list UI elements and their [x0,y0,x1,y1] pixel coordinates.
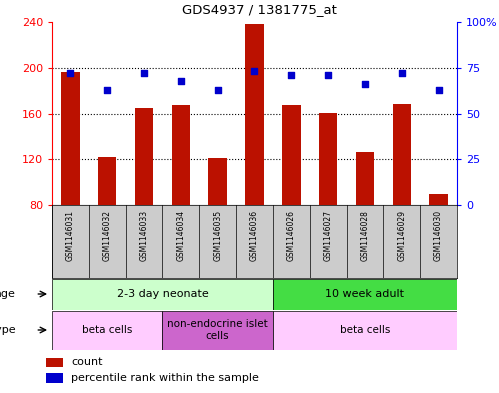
Text: cell type: cell type [0,325,15,335]
Bar [273,310,457,349]
Text: GSM1146026: GSM1146026 [287,210,296,261]
Bar [393,105,411,205]
Text: 2-3 day neonate: 2-3 day neonate [117,289,208,299]
Text: GSM1146035: GSM1146035 [213,210,222,261]
Text: percentile rank within the sample: percentile rank within the sample [71,373,259,383]
Point [66,70,74,76]
Text: non-endocrine islet
cells: non-endocrine islet cells [167,319,268,341]
Point [435,86,443,93]
Bar [172,105,190,205]
Text: beta cells: beta cells [340,325,390,335]
Bar [246,24,263,205]
Bar [319,114,337,205]
Bar [46,373,63,382]
Point [214,86,222,93]
Bar [135,108,153,205]
Text: GSM1146032: GSM1146032 [103,210,112,261]
Text: GSM1146028: GSM1146028 [360,210,369,261]
Bar [46,358,63,367]
Bar [273,279,457,310]
Text: GSM1146029: GSM1146029 [397,210,406,261]
Text: GSM1146030: GSM1146030 [434,210,443,261]
Bar [209,158,227,205]
Bar [356,152,374,205]
Text: GDS4937 / 1381775_at: GDS4937 / 1381775_at [182,4,337,17]
Text: GSM1146027: GSM1146027 [324,210,333,261]
Text: count: count [71,357,103,367]
Point [177,77,185,84]
Text: GSM1146033: GSM1146033 [140,210,149,261]
Text: 10 week adult: 10 week adult [325,289,405,299]
Point [250,68,258,75]
Text: GSM1146034: GSM1146034 [176,210,185,261]
Bar [52,310,163,349]
Text: age: age [0,289,15,299]
Bar [61,72,80,205]
Bar [98,157,116,205]
Point [398,70,406,76]
Point [287,72,295,78]
Text: GSM1146031: GSM1146031 [66,210,75,261]
Point [140,70,148,76]
Bar [52,279,273,310]
Point [324,72,332,78]
Point [361,81,369,87]
Text: GSM1146036: GSM1146036 [250,210,259,261]
Bar [429,194,448,205]
Bar [282,105,300,205]
Bar [163,310,273,349]
Point [103,86,111,93]
Text: beta cells: beta cells [82,325,132,335]
